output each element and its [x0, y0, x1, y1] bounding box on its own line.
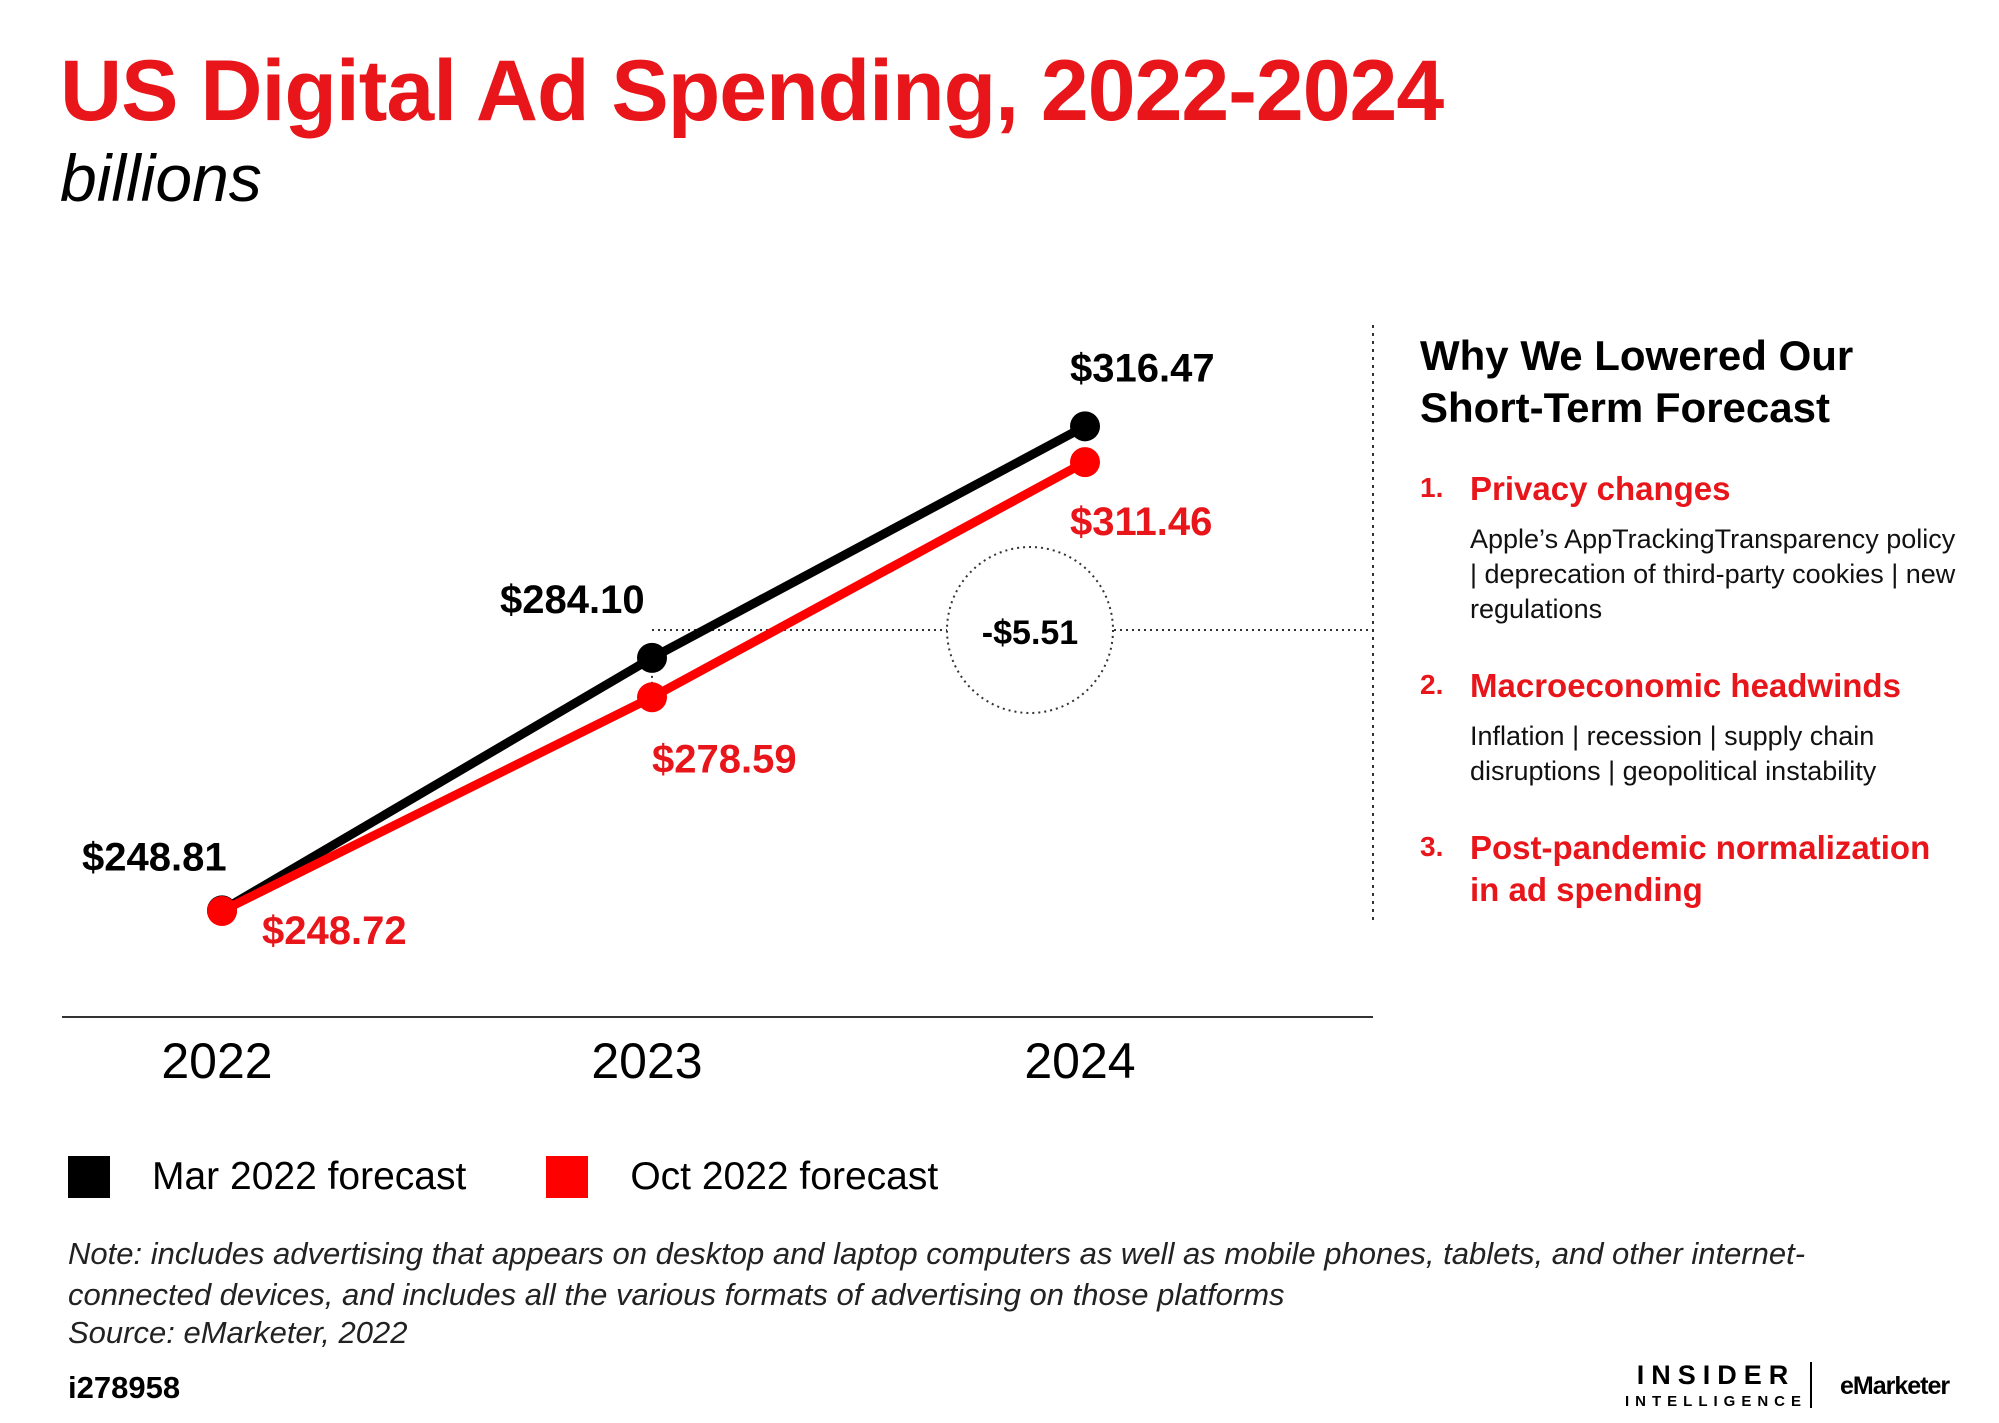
data-point-mar-2024	[1070, 411, 1100, 442]
x-tick-label-2024: 2024	[1024, 1033, 1135, 1089]
forecast-reasons-panel: Why We Lowered Our Short-Term Forecast 1…	[1420, 330, 1960, 949]
sidebar-heading: Why We Lowered Our Short-Term Forecast	[1420, 330, 1960, 434]
data-point-oct-2022	[207, 896, 237, 926]
chart-id: i278958	[68, 1370, 181, 1405]
reason-item-macroeconomic: 2. Macroeconomic headwinds Inflation | r…	[1420, 665, 1960, 789]
legend-swatch-black	[68, 1156, 110, 1198]
legend-label: Mar 2022 forecast	[152, 1155, 467, 1198]
logo-intelligence-word: INTELLIGENCE	[1625, 1393, 1808, 1410]
data-label-oct-2022: $248.72	[262, 909, 407, 953]
data-labels: $248.81 $284.10 $316.47 $248.72 $278.59 $311.…	[82, 346, 1215, 953]
data-label-oct-2024: $311.46	[1070, 500, 1212, 544]
sidebar-heading-line2: Short-Term Forecast	[1420, 384, 1830, 431]
emarketer-logo: eMarketer	[1840, 1372, 1950, 1400]
legend-item-mar: Mar 2022 forecast	[68, 1155, 466, 1199]
line-chart: -$5.51 $248.81 $284.10 $316.47 $248.72 $278.…	[62, 325, 1374, 1089]
reason-number: 3.	[1420, 831, 1444, 862]
data-label-oct-2023: $278.59	[652, 737, 797, 781]
x-tick-label-2023: 2023	[591, 1033, 702, 1089]
data-label-mar-2024: $316.47	[1070, 346, 1215, 390]
difference-annotation: -$5.51	[651, 546, 1373, 714]
logo-insider-word: INSIDER	[1636, 1360, 1796, 1390]
legend-item-oct: Oct 2022 forecast	[546, 1155, 938, 1199]
reason-title: Post-pandemic normalization in ad spendi…	[1470, 829, 1931, 908]
reason-number: 1.	[1420, 472, 1444, 503]
x-tick-labels: 2022 2023 2024	[161, 1033, 1135, 1089]
reason-title: Macroeconomic headwinds	[1470, 667, 1901, 704]
chart-legend: Mar 2022 forecast Oct 2022 forecast	[68, 1155, 1018, 1199]
legend-label: Oct 2022 forecast	[630, 1155, 939, 1198]
reason-description: Apple’s AppTrackingTransparency policy |…	[1470, 524, 1956, 624]
sidebar-heading-line1: Why We Lowered Our	[1420, 332, 1854, 379]
data-label-mar-2023: $284.10	[500, 578, 645, 622]
annotation-circle	[946, 546, 1114, 714]
insider-intelligence-logo: INSIDER INTELLIGENCE	[1625, 1360, 1808, 1410]
data-point-oct-2023	[637, 682, 667, 713]
reason-title: Privacy changes	[1470, 470, 1731, 507]
data-point-mar-2023	[637, 642, 667, 673]
chart-title: US Digital Ad Spending, 2022-2024	[60, 43, 1444, 139]
annotation-label: -$5.51	[982, 614, 1078, 652]
reason-number: 2.	[1420, 669, 1444, 700]
chart-source: Source: eMarketer, 2022	[68, 1315, 408, 1350]
chart-note: Note: includes advertising that appears …	[68, 1236, 1806, 1312]
series-group	[207, 411, 1100, 926]
reason-item-normalization: 3. Post-pandemic normalization in ad spe…	[1420, 827, 1960, 911]
reason-item-privacy: 1. Privacy changes Apple’s AppTrackingTr…	[1420, 468, 1960, 627]
reason-description: Inflation | recession | supply chain dis…	[1470, 721, 1877, 786]
x-tick-label-2022: 2022	[161, 1033, 272, 1089]
data-label-mar-2022: $248.81	[82, 835, 227, 879]
logo-divider	[1810, 1362, 1812, 1408]
chart-subtitle: billions	[60, 141, 262, 215]
data-point-oct-2024	[1070, 447, 1100, 478]
legend-swatch-red	[546, 1156, 589, 1198]
